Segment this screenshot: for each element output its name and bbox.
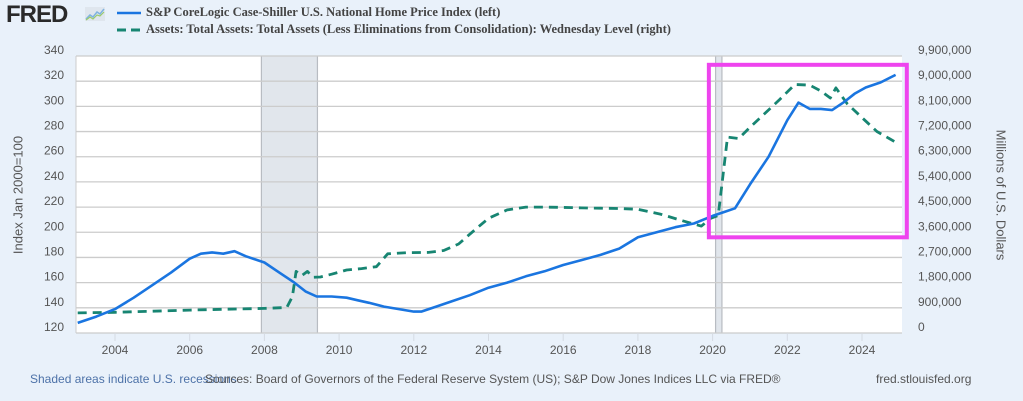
y-right-tick-label: 5,400,000 [918, 169, 972, 183]
series-home-price-line [77, 73, 897, 325]
y-left-tick-label: 160 [44, 270, 64, 284]
solid-line-swatch-icon [117, 11, 141, 14]
x-tick-label: 2018 [625, 343, 652, 357]
y-right-tick-label: 1,800,000 [918, 270, 972, 284]
series-assets-line [77, 83, 897, 315]
fred-url-link[interactable]: fred.stlouisfed.org [876, 372, 972, 386]
x-tick-label: 2014 [475, 343, 502, 357]
y-left-tick-label: 180 [44, 244, 64, 258]
y-right-tick-label: 4,500,000 [918, 194, 972, 208]
legend-entry-assets[interactable]: Assets: Total Assets: Total Assets (Less… [117, 21, 671, 38]
legend: S&P CoreLogic Case-Shiller U.S. National… [117, 4, 671, 38]
x-tick-label: 2008 [251, 343, 278, 357]
y-axis-left: 120 140 160 180 200 220 240 260 280 300 320 340 [44, 43, 64, 334]
y-right-tick-label: 7,200,000 [918, 119, 972, 133]
y-right-tick-label: 2,700,000 [918, 244, 972, 258]
recession-shading [260, 56, 723, 333]
x-tick-label: 2024 [849, 343, 876, 357]
x-tick-label: 2022 [774, 343, 801, 357]
y-right-tick-label: 8,100,000 [918, 93, 972, 107]
highlight-box [706, 62, 909, 240]
plot-area [76, 56, 902, 333]
x-tick-label: 2012 [400, 343, 427, 357]
y-left-tick-label: 220 [44, 194, 64, 208]
recession-band [715, 56, 722, 333]
y-left-tick-label: 320 [44, 68, 64, 82]
y-left-tick-label: 340 [44, 43, 64, 57]
y-right-tick-label: 6,300,000 [918, 144, 972, 158]
y-left-tick-label: 120 [44, 320, 64, 334]
y-left-tick-label: 240 [44, 169, 64, 183]
recession-band [261, 56, 318, 333]
chart-trend-icon [85, 7, 105, 21]
x-tick-label: 2004 [102, 343, 129, 357]
y-right-tick-label: 0 [918, 320, 925, 334]
x-axis: 2004 2006 2008 2010 2012 2014 2016 2018 2020 2022… [102, 333, 876, 357]
y-right-tick-label: 9,900,000 [918, 43, 972, 57]
y-left-tick-label: 300 [44, 93, 64, 107]
y-right-tick-label: 900,000 [918, 295, 962, 309]
legend-label: S&P CoreLogic Case-Shiller U.S. National… [146, 5, 501, 19]
legend-entry-home-price[interactable]: S&P CoreLogic Case-Shiller U.S. National… [117, 4, 671, 21]
y-left-tick-label: 200 [44, 219, 64, 233]
y-right-tick-label: 9,000,000 [918, 68, 972, 82]
legend-label: Assets: Total Assets: Total Assets (Less… [146, 22, 671, 36]
x-tick-label: 2006 [176, 343, 203, 357]
y-left-tick-label: 260 [44, 144, 64, 158]
y-right-tick-label: 3,600,000 [918, 219, 972, 233]
grid-lines [75, 55, 902, 334]
x-tick-label: 2010 [326, 343, 353, 357]
y-left-tick-label: 280 [44, 119, 64, 133]
x-tick-label: 2020 [699, 343, 726, 357]
sources-note: Sources: Board of Governors of the Feder… [205, 372, 781, 386]
x-tick-label: 2016 [550, 343, 577, 357]
fred-logo[interactable]: FRED [6, 1, 68, 28]
dashed-line-swatch-icon [117, 28, 141, 31]
y-axis-right: 0 900,000 1,800,000 2,700,000 3,600,000 4,500… [918, 43, 972, 334]
recession-note-link[interactable]: Shaded areas indicate U.S. recessions [30, 372, 237, 386]
series-group [77, 73, 897, 325]
y-left-tick-label: 140 [44, 295, 64, 309]
